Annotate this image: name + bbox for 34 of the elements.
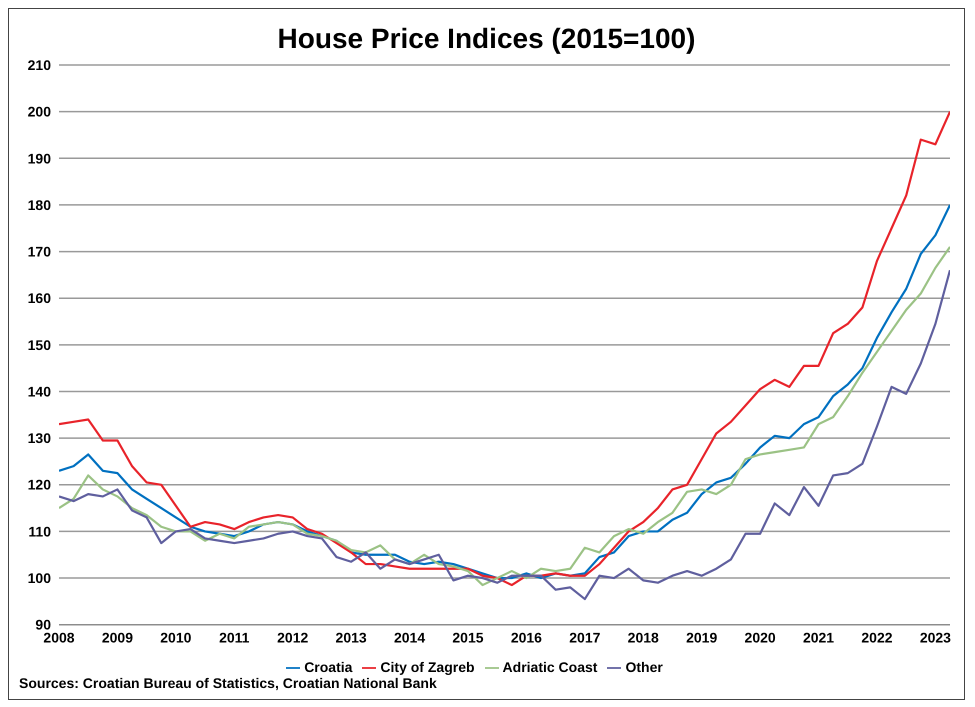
x-tick-label: 2018	[628, 630, 660, 646]
x-tick-label: 2009	[102, 630, 134, 646]
x-tick-label: 2012	[277, 630, 308, 646]
y-tick-label: 170	[28, 244, 52, 260]
x-tick-label: 2023	[920, 630, 952, 646]
x-tick-label: 2015	[452, 630, 484, 646]
x-tick-label: 2013	[336, 630, 367, 646]
x-tick-label: 2017	[569, 630, 601, 646]
legend-label: City of Zagreb	[380, 658, 475, 675]
x-tick-label: 2016	[510, 630, 542, 646]
x-tick-label: 2019	[686, 630, 718, 646]
y-tick-label: 130	[28, 430, 52, 446]
x-tick-label: 2021	[802, 630, 834, 646]
x-tick-label: 2011	[219, 630, 250, 646]
chart-title: House Price Indices (2015=100)	[276, 23, 696, 55]
x-tick-label: 2020	[744, 630, 776, 646]
y-tick-label: 100	[28, 570, 52, 586]
x-tick-label: 2022	[861, 630, 893, 646]
legend-label: Croatia	[304, 658, 352, 675]
y-tick-label: 120	[28, 476, 52, 493]
source-note: Sources: Croatian Bureau of Statistics, Croatian National Bank	[19, 675, 437, 691]
y-tick-label: 210	[28, 56, 52, 73]
y-tick-label: 190	[28, 150, 52, 166]
y-tick-label: 150	[28, 336, 52, 353]
y-tick-label: 160	[28, 290, 52, 306]
y-tick-label: 140	[28, 383, 52, 400]
y-tick-label: 200	[28, 104, 52, 120]
line-series	[59, 110, 950, 586]
legend-label: Adriatic Coast	[502, 658, 598, 675]
y-tick-label: 180	[28, 196, 52, 213]
y-tick-label: 110	[28, 523, 52, 540]
x-tick-label: 2010	[160, 630, 192, 646]
x-tick-label: 2014	[394, 630, 426, 646]
legend-label: Other	[625, 658, 663, 675]
